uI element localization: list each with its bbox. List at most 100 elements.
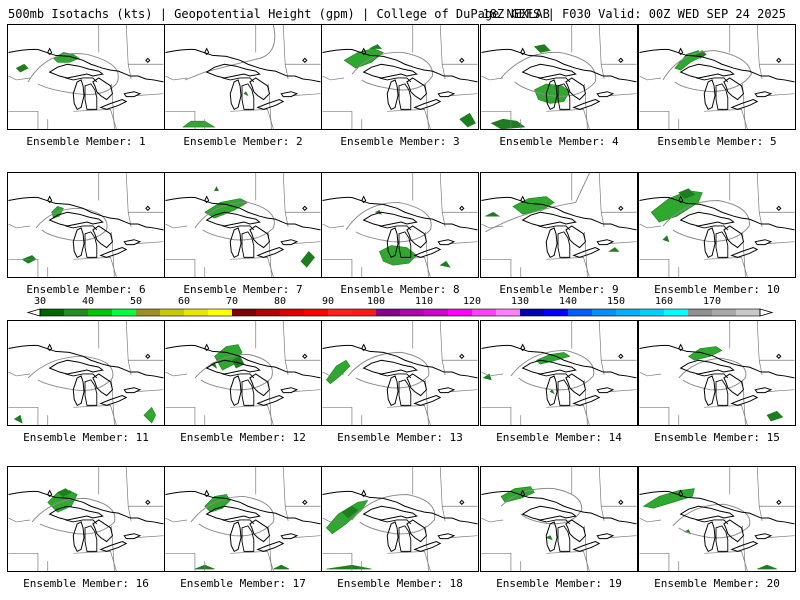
isotach-shading — [243, 91, 249, 97]
lake-erie — [572, 247, 601, 258]
michigan-outline — [241, 379, 255, 406]
lake-huron — [406, 77, 428, 101]
lake-erie — [256, 99, 285, 110]
isotach-shading — [53, 52, 80, 63]
lake-huron — [406, 519, 428, 543]
geopotential-height-contour — [500, 487, 583, 525]
state-boundary-line — [8, 517, 31, 523]
island-outline — [302, 205, 308, 211]
state-boundary-line — [165, 258, 196, 277]
michigan-outline — [715, 231, 729, 258]
lake-michigan — [229, 521, 242, 553]
state-boundary-line — [639, 552, 670, 571]
state-boundary-line — [8, 258, 39, 277]
colorbar-swatch — [664, 309, 689, 316]
state-boundary-line — [282, 467, 321, 507]
michigan-outline — [696, 519, 729, 525]
state-boundary-line — [756, 25, 795, 65]
colorbar-swatch — [736, 309, 761, 316]
isotach-shading — [490, 118, 526, 129]
ensemble-map-panel — [638, 24, 796, 130]
lake-michigan — [229, 375, 242, 407]
state-boundary-line — [639, 110, 670, 129]
ensemble-map-panel — [480, 466, 638, 572]
state-boundary-line — [598, 25, 637, 65]
colorbar-swatch — [352, 309, 377, 316]
ensemble-member-label: Ensemble Member: 3 — [340, 135, 460, 148]
isotach-shading — [15, 63, 29, 73]
ensemble-member-label: Ensemble Member: 2 — [183, 135, 303, 148]
isotach-shading — [204, 494, 231, 513]
ensemble-map-panel — [321, 466, 479, 572]
colorbar-graphic — [26, 308, 774, 317]
ensemble-map — [8, 173, 164, 277]
lake-ontario — [437, 91, 456, 98]
state-boundary-line — [767, 241, 795, 244]
ensemble-map — [639, 25, 795, 129]
state-boundary-line — [230, 257, 274, 277]
state-boundary-line — [546, 551, 590, 571]
island-outline — [204, 195, 210, 204]
lake-superior — [205, 63, 261, 79]
lake-huron — [249, 519, 271, 543]
state-boundary-line — [598, 321, 637, 361]
ensemble-map-panel — [164, 24, 322, 130]
country-border — [639, 48, 795, 83]
country-border — [8, 344, 164, 379]
lake-michigan — [703, 521, 716, 553]
ensemble-map — [165, 173, 321, 277]
isotach-shading — [369, 44, 383, 49]
ensemble-member-label: Ensemble Member: 18 — [337, 577, 463, 590]
colorbar-tick-label: 100 — [366, 296, 386, 307]
colorbar-swatch — [376, 309, 401, 316]
geopotential-height-contour — [194, 353, 273, 391]
lake-erie — [572, 395, 601, 406]
lake-huron — [92, 519, 114, 543]
geopotential-height-contour — [678, 357, 747, 391]
state-boundary-line — [704, 405, 748, 425]
lake-huron — [565, 519, 587, 543]
state-boundary-line — [639, 371, 662, 377]
colorbar-swatch — [400, 309, 425, 316]
isotach-shading — [273, 564, 290, 570]
state-boundary-line — [639, 223, 662, 229]
ensemble-map-panel — [7, 24, 165, 130]
isotach-shading — [549, 389, 555, 395]
state-boundary-line — [73, 109, 117, 129]
island-outline — [145, 353, 151, 359]
island-outline — [520, 47, 526, 56]
state-boundary-line — [230, 551, 274, 571]
island-outline — [678, 489, 684, 498]
colorbar-swatch — [304, 309, 329, 316]
colorbar-swatch — [184, 309, 209, 316]
island-outline — [459, 57, 465, 63]
state-boundary-line — [127, 64, 132, 80]
lake-michigan — [703, 79, 716, 111]
island-outline — [520, 489, 526, 498]
isotach-shading — [341, 505, 359, 519]
lake-michigan — [386, 375, 399, 407]
country-border — [481, 196, 637, 231]
state-boundary-line — [73, 405, 117, 425]
state-boundary-line — [767, 93, 795, 96]
isotach-shading — [608, 247, 620, 252]
geopotential-height-contour — [672, 503, 751, 539]
island-outline — [204, 489, 210, 498]
lake-superior — [521, 359, 577, 375]
isotach-shading — [534, 83, 571, 104]
island-outline — [618, 353, 624, 359]
ensemble-map — [481, 321, 637, 425]
ensemble-member-label: Ensemble Member: 1 — [26, 135, 146, 148]
ensemble-member-label: Ensemble Member: 20 — [654, 577, 780, 590]
colorbar-swatch — [112, 309, 137, 316]
colorbar-left-arrow — [26, 308, 41, 317]
lake-michigan — [72, 375, 85, 407]
lake-superior — [205, 211, 261, 227]
lake-ontario — [596, 239, 615, 246]
island-outline — [204, 47, 210, 56]
state-boundary-line — [387, 405, 431, 425]
colorbar-swatch — [544, 309, 569, 316]
colorbar-swatch — [616, 309, 641, 316]
isotach-shading — [13, 414, 23, 424]
colorbar-swatch — [88, 309, 113, 316]
